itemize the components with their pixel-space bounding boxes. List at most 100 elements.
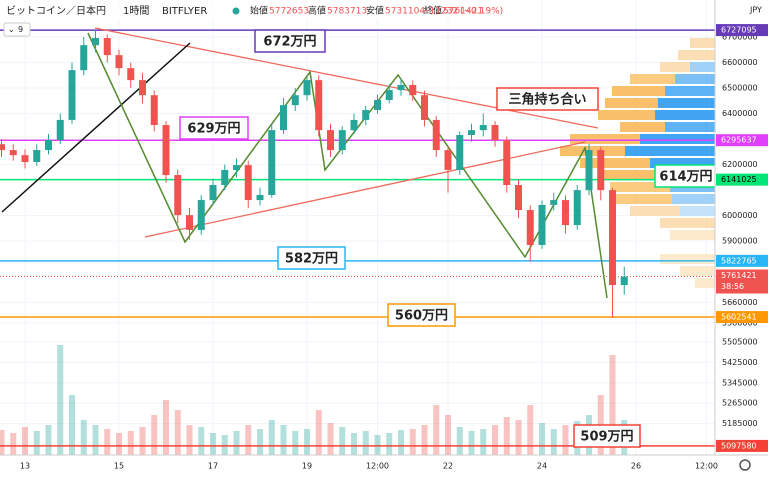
profile-bar <box>660 254 715 264</box>
volume-bar <box>0 430 5 455</box>
volume-bar <box>174 410 181 455</box>
status-dot <box>232 7 240 15</box>
triangle-lower <box>144 141 586 238</box>
volume-bar <box>80 420 87 455</box>
annotation-box <box>573 424 641 448</box>
annotation-box <box>179 116 249 140</box>
candle-body <box>244 165 252 201</box>
volume-bar <box>92 425 99 455</box>
annotation-box <box>387 303 456 327</box>
profile-bar <box>580 158 715 168</box>
profile-bar <box>680 266 715 276</box>
candle-body <box>56 119 64 141</box>
axis-labels: 6700000 6600000 6500000 6400000 6200000 60000… <box>20 24 768 471</box>
x-tick-label: 13 <box>20 462 30 471</box>
profile-bar <box>678 50 715 60</box>
candle-body <box>115 55 123 69</box>
candle-body <box>68 70 76 120</box>
y-tick-label: 5900000 <box>722 237 758 246</box>
volume-bar <box>69 395 75 455</box>
indicator-count: 9 <box>18 25 23 34</box>
level-label: 6141025 <box>721 175 757 184</box>
volume-bar <box>492 425 498 455</box>
profile-bar <box>665 86 715 96</box>
level-label: 6727095 <box>721 26 757 35</box>
annotation-text: 560万円 <box>395 309 448 324</box>
profile-bar <box>690 38 715 48</box>
volume-bar <box>409 429 416 455</box>
x-tick-label: 22 <box>443 462 453 471</box>
candle-body <box>92 38 99 46</box>
y-tick-label: 5660000 <box>722 298 758 307</box>
candle-body <box>597 150 605 191</box>
indicator-toggle[interactable] <box>3 22 31 37</box>
candle-body <box>9 150 17 156</box>
level-label: 6295637 <box>721 136 757 145</box>
volume-bar <box>257 429 263 455</box>
x-tick-label: 26 <box>631 462 641 471</box>
volume-bar <box>33 431 40 455</box>
profile-bar <box>612 86 715 96</box>
annotation-text: 582万円 <box>285 252 338 267</box>
trend-drawings <box>1 27 608 299</box>
candle-body <box>256 194 264 201</box>
ohlc-value: 5761421 <box>443 7 483 17</box>
candle-body <box>362 109 370 120</box>
volume-bar <box>139 427 146 455</box>
volume-bar <box>104 429 111 455</box>
volume-bar <box>398 430 404 455</box>
y-tick-label: 5505000 <box>722 337 758 346</box>
volume-bar <box>163 400 169 455</box>
candle-body <box>538 204 546 245</box>
candle-body <box>291 95 299 106</box>
candle-body <box>280 105 287 131</box>
y-tick-label: 6600000 <box>722 58 758 67</box>
candle-body <box>421 95 428 120</box>
candles <box>0 30 628 318</box>
indicator-chevron: ⌄ <box>8 25 15 34</box>
candle-body <box>21 155 29 163</box>
ohlc-value: 5731104 <box>385 7 425 17</box>
change-pct: (−0.19%) <box>460 7 503 17</box>
volume-bar <box>456 427 463 455</box>
zigzag-line <box>87 32 608 299</box>
candle-body <box>233 165 240 170</box>
price-label: 5761421 <box>721 271 757 280</box>
y-tick-label: 6700000 <box>722 33 758 42</box>
volume-bar <box>151 415 158 455</box>
profile-bar <box>660 218 715 228</box>
candle-body <box>385 90 393 101</box>
level-tag <box>716 134 768 147</box>
candle-body <box>620 276 628 286</box>
annotation-text: 629万円 <box>187 122 240 137</box>
price-tag <box>716 269 768 294</box>
candle-body <box>585 150 593 191</box>
profile-bar <box>630 206 715 216</box>
level-tag <box>716 311 768 324</box>
settings-icon[interactable] <box>739 459 751 471</box>
profile-bar <box>672 194 715 204</box>
candle-body <box>515 185 522 211</box>
candle-body <box>573 190 581 226</box>
level-lines <box>0 29 715 447</box>
y-tick-label: 6200000 <box>722 160 758 169</box>
profile-bar <box>670 230 715 240</box>
volume-bar <box>386 433 393 455</box>
annotation-text: 509万円 <box>580 430 633 445</box>
volume-bar <box>468 431 475 455</box>
volume-bar <box>374 435 381 455</box>
grid <box>0 0 715 455</box>
x-tick-label: 12:00 <box>695 462 718 471</box>
annotation-box <box>496 87 599 111</box>
candle-body <box>444 150 452 170</box>
candle-body <box>432 119 440 151</box>
level-label: 5822765 <box>721 256 757 265</box>
volume-bar <box>445 415 451 455</box>
candle-body <box>338 130 346 151</box>
volume-bar <box>57 345 64 455</box>
candle-body <box>33 150 41 163</box>
y-tick-label: 5425000 <box>722 358 758 367</box>
